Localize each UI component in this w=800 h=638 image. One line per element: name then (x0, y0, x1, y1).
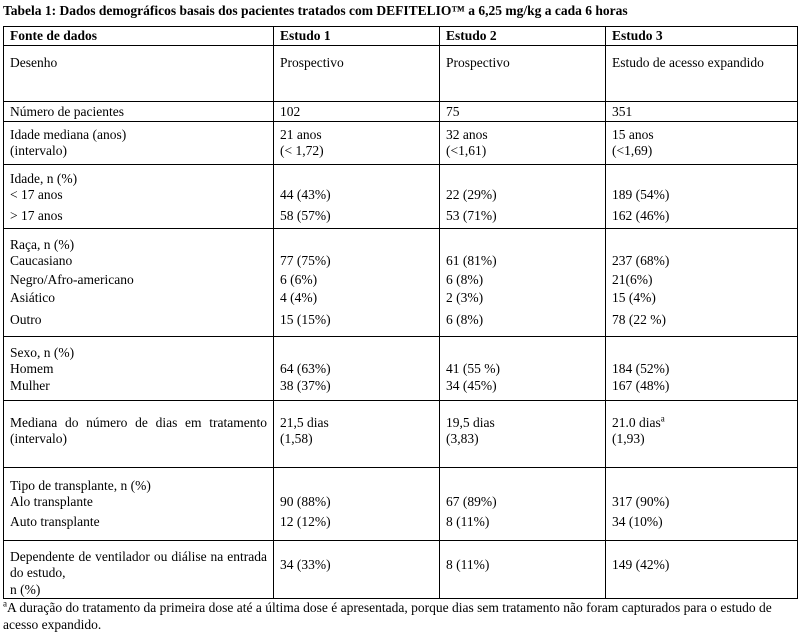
row-label: Alo transplante (10, 494, 93, 509)
row-sublabel: (intervalo) (10, 143, 67, 158)
cell-study3: 167 (48%) (612, 377, 670, 393)
cell-study2: 34 (45%) (446, 377, 497, 393)
table-row-idade-mediana: Idade mediana (anos) (intervalo) 21 anos… (3, 120, 798, 165)
cell-study1: 90 (88%) (280, 494, 331, 509)
cell-study3-range: (1,93) (612, 431, 645, 446)
cell-study2: 8 (11%) (446, 556, 490, 572)
cell-study1: Prospectivo (280, 54, 344, 70)
cell-study3: 351 (612, 103, 633, 119)
table-row-dias-tratamento: Mediana do número de dias em tratamento … (3, 399, 798, 468)
row-sublabel: n (%) (10, 581, 41, 597)
cell-study3-range: (<1,69) (612, 143, 653, 158)
cell-study3: 15 (4%) (612, 290, 656, 305)
header-cell-source: Fonte de dados (3, 26, 274, 46)
row-label: Mulher (10, 377, 50, 393)
table-row-desenho: Desenho Prospectivo Prospectivo Estudo d… (3, 44, 798, 102)
footnote-text: A duração do tratamento da primeira dose… (3, 600, 772, 632)
cell-study1: 44 (43%) (280, 187, 331, 202)
cell-study1: 21 anos (280, 126, 322, 142)
table-footnote: aA duração do tratamento da primeira dos… (3, 599, 797, 633)
row-label: Negro/Afro-americano (10, 271, 134, 287)
cell-study2: 53 (71%) (446, 207, 497, 223)
cell-study2: 2 (3%) (446, 290, 484, 305)
cell-study1-range: (< 1,72) (280, 143, 324, 158)
footnote-marker: a (3, 598, 7, 609)
row-group-heading: Idade, n (%) (10, 170, 78, 186)
cell-study2: 6 (8%) (446, 311, 484, 327)
cell-study3: 34 (10%) (612, 513, 663, 529)
cell-study1: 4 (4%) (280, 290, 318, 305)
cell-study2-range: (<1,61) (446, 143, 487, 158)
cell-study2: Prospectivo (446, 54, 510, 70)
table-header-row: Fonte de dados Estudo 1 Estudo 2 Estudo … (3, 26, 798, 46)
cell-study3: 317 (90%) (612, 494, 670, 509)
header-cell-study2: Estudo 2 (439, 26, 606, 46)
cell-study1: 77 (75%) (280, 253, 331, 268)
row-group-heading: Sexo, n (%) (10, 344, 75, 360)
cell-study2: 6 (8%) (446, 271, 484, 287)
table-row-sexo: Sexo, n (%) Homem Mulher 64 (63%) 38 (37… (3, 335, 798, 401)
row-label: Número de pacientes (10, 103, 124, 119)
cell-study1: 38 (37%) (280, 377, 331, 393)
table-row-ventilador: Dependente de ventilador ou diálise na e… (3, 539, 798, 599)
cell-study1: 102 (280, 103, 301, 119)
cell-study3: 162 (46%) (612, 207, 670, 223)
cell-study2: 8 (11%) (446, 513, 490, 529)
cell-study2: 32 anos (446, 126, 488, 142)
cell-study1: 21,5 dias (280, 414, 329, 430)
row-label: Auto transplante (10, 513, 100, 529)
cell-study3: 237 (68%) (612, 253, 670, 268)
cell-study3: Estudo de acesso expandido (612, 54, 764, 70)
row-label: < 17 anos (10, 187, 63, 202)
demographics-table: Fonte de dados Estudo 1 Estudo 2 Estudo … (3, 26, 798, 599)
row-label: Homem (10, 361, 54, 376)
cell-study2: 22 (29%) (446, 187, 497, 202)
cell-study3: 15 anos (612, 126, 654, 142)
cell-study2: 67 (89%) (446, 494, 497, 509)
row-label: Mediana do número de dias em tratamento … (10, 414, 267, 447)
cell-study1: 6 (6%) (280, 271, 318, 287)
header-cell-study1: Estudo 1 (273, 26, 440, 46)
row-label: Desenho (10, 54, 58, 70)
footnote-marker: a (660, 413, 665, 423)
cell-study1: 12 (12%) (280, 513, 331, 529)
row-label: Dependente de ventilador ou diálise na e… (10, 548, 267, 581)
cell-study3: 21.0 dias (612, 414, 661, 430)
cell-study2: 75 (446, 103, 460, 119)
row-label: Outro (10, 311, 42, 327)
table-row-num-pacientes: Número de pacientes 102 75 351 (3, 100, 798, 122)
row-label: Caucasiano (10, 253, 73, 268)
table-row-raca: Raça, n (%) Caucasiano Negro/Afro-americ… (3, 227, 798, 337)
table-row-idade: Idade, n (%) < 17 anos > 17 anos 44 (43%… (3, 163, 798, 229)
cell-study1-range: (1,58) (280, 431, 313, 446)
table-row-transplante: Tipo de transplante, n (%) Alo transplan… (3, 466, 798, 541)
cell-study1: 58 (57%) (280, 207, 331, 223)
cell-study2: 41 (55 %) (446, 361, 500, 376)
cell-study3: 189 (54%) (612, 187, 670, 202)
cell-study3: 78 (22 %) (612, 311, 666, 327)
cell-study2: 19,5 dias (446, 414, 495, 430)
row-group-heading: Tipo de transplante, n (%) (10, 477, 151, 493)
cell-study1: 34 (33%) (280, 556, 331, 572)
row-group-heading: Raça, n (%) (10, 236, 75, 252)
row-label: Idade mediana (anos) (10, 126, 127, 142)
cell-study1: 64 (63%) (280, 361, 331, 376)
cell-study3: 149 (42%) (612, 556, 670, 572)
table-title: Tabela 1: Dados demográficos basais dos … (3, 3, 628, 18)
row-label: Asiático (10, 290, 55, 305)
cell-study1: 15 (15%) (280, 311, 331, 327)
cell-study3: 21(6%) (612, 271, 653, 287)
header-cell-study3: Estudo 3 (605, 26, 798, 46)
cell-study2: 61 (81%) (446, 253, 497, 268)
cell-study3: 184 (52%) (612, 361, 670, 376)
cell-study2-range: (3,83) (446, 431, 479, 446)
row-label: > 17 anos (10, 207, 63, 223)
